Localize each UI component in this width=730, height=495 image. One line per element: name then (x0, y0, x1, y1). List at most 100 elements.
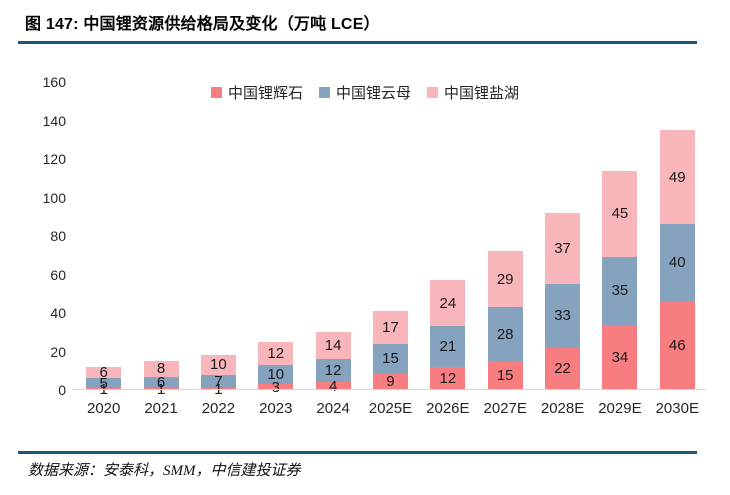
x-tick-label: 2029E (598, 400, 642, 417)
bar-value-label: 15 (382, 349, 399, 367)
bar-value-label: 10 (267, 366, 285, 384)
y-tick-label: 120 (42, 151, 66, 167)
plot-area: 1 5 6 1 6 8 1 7 10 3 10 12 4 12 14 9 15 17 12 21 24 15 28 29 22 3… (72, 82, 706, 397)
bar-segment: 46 (659, 301, 695, 390)
x-tick-label: 2026E (426, 400, 470, 417)
x-tick-label: 2027E (483, 400, 527, 417)
legend-swatch-icon (210, 87, 222, 98)
y-tick-label: 80 (50, 228, 66, 244)
bar-value-label: 37 (554, 240, 571, 258)
x-axis: 2020 2021 2022 2023 2024 2025E 2026E 2027E 2028E… (75, 400, 706, 417)
bar-segment: 15 (372, 343, 408, 373)
bar-2025E: 9 15 17 (362, 82, 419, 390)
figure-footer: 数据来源：安泰科，SMM，中信建投证券 (18, 451, 697, 480)
bar-2022: 1 7 10 (190, 82, 247, 397)
bar-value-label: 33 (554, 307, 571, 325)
y-tick-label: 100 (42, 189, 66, 206)
x-tick-label: 2023 (259, 400, 293, 417)
bar-2030E: 46 40 49 (649, 82, 706, 390)
bar-2023: 3 10 12 (247, 82, 304, 395)
bar-2029E: 34 35 45 (591, 82, 648, 390)
bar-segment: 3 (258, 380, 294, 395)
bar-value-label: 14 (324, 337, 342, 355)
bar-segment: 14 (315, 332, 351, 360)
bar-value-label: 17 (382, 318, 399, 336)
bar-segment: 6 (143, 375, 179, 390)
x-tick-label: 2022 (201, 400, 236, 417)
legend-item: 中国锂辉石 (210, 82, 303, 103)
bar-segment: 34 (602, 324, 638, 390)
bar-segment: 15 (487, 361, 523, 390)
bar-segment: 49 (659, 130, 695, 225)
legend-label: 中国锂盐湖 (444, 85, 520, 102)
bar-segment: 9 (372, 372, 408, 390)
bar-value-label: 3 (271, 378, 280, 396)
bar-segment: 7 (200, 372, 236, 390)
x-tick-label: 2030E (655, 400, 699, 417)
bar-segment: 8 (143, 361, 179, 377)
bar-value-label: 35 (611, 282, 629, 300)
y-tick-label: 160 (42, 74, 66, 90)
bar-segment: 10 (258, 364, 294, 385)
bar-value-label: 28 (496, 325, 514, 343)
legend-label: 中国锂云母 (335, 85, 411, 102)
bar-value-label: 45 (611, 205, 629, 223)
legend-label: 中国锂辉石 (227, 85, 303, 102)
bar-value-label: 15 (496, 367, 514, 385)
bar-value-label: 46 (668, 337, 686, 355)
bar-segment: 29 (487, 251, 523, 308)
figure-header: 图 147: 中国锂资源供给格局及变化（万吨 LCE） (18, 6, 697, 44)
bar-segment: 5 (86, 374, 122, 392)
bar-2024: 4 12 14 (304, 82, 361, 394)
bar-segment: 22 (545, 347, 581, 390)
bar-segment: 6 (86, 364, 122, 382)
bar-segment: 35 (602, 257, 638, 325)
legend-item: 中国锂云母 (318, 82, 411, 103)
bar-segment: 4 (315, 379, 351, 394)
legend-swatch-icon (427, 87, 438, 98)
bar-value-label: 22 (554, 360, 571, 378)
y-tick-label: 20 (50, 343, 66, 360)
y-tick-label: 60 (50, 266, 66, 283)
bar-segment: 10 (200, 355, 236, 375)
bar-value-label: 40 (668, 254, 686, 272)
x-tick-label: 2024 (316, 400, 350, 417)
bar-segment: 12 (315, 359, 351, 383)
bar-segment: 37 (545, 212, 581, 285)
bar-value-label: 4 (328, 377, 338, 395)
bar-value-label: 21 (439, 338, 457, 356)
bar-value-label: 12 (439, 369, 457, 387)
x-axis-line (72, 389, 706, 390)
bar-segment: 40 (659, 224, 695, 302)
bar-value-label: 29 (496, 270, 514, 288)
bar-value-label: 10 (210, 356, 227, 374)
figure-title: 图 147: 中国锂资源供给格局及变化（万吨 LCE） (25, 16, 380, 33)
bar-segment: 24 (430, 280, 466, 327)
bar-segment: 12 (430, 366, 466, 390)
bar-value-label: 24 (439, 294, 457, 312)
source-text: 数据来源：安泰科，SMM，中信建投证券 (28, 463, 301, 479)
bar-2028E: 22 33 37 (534, 82, 591, 390)
x-tick-label: 2020 (86, 400, 121, 417)
bar-value-label: 5 (99, 374, 108, 392)
bar-value-label: 34 (611, 348, 629, 366)
x-tick-label: 2021 (144, 400, 178, 417)
bar-value-label: 12 (267, 344, 285, 362)
bar-value-label: 9 (386, 372, 395, 390)
bar-segment: 28 (487, 307, 523, 362)
x-tick-label: 2028E (540, 400, 585, 417)
legend-swatch-icon (318, 87, 330, 98)
bar-segment: 45 (602, 170, 638, 258)
y-tick-label: 140 (42, 112, 66, 129)
bar-2027E: 15 28 29 (477, 82, 534, 390)
bar-value-label: 7 (214, 372, 223, 390)
bar-segment: 21 (430, 326, 466, 367)
bar-segment: 17 (372, 311, 408, 344)
bar-value-label: 49 (668, 168, 686, 186)
bar-value-label: 6 (99, 364, 108, 382)
legend-item: 中国锂盐湖 (427, 82, 519, 103)
y-tick-label: 40 (50, 305, 66, 321)
